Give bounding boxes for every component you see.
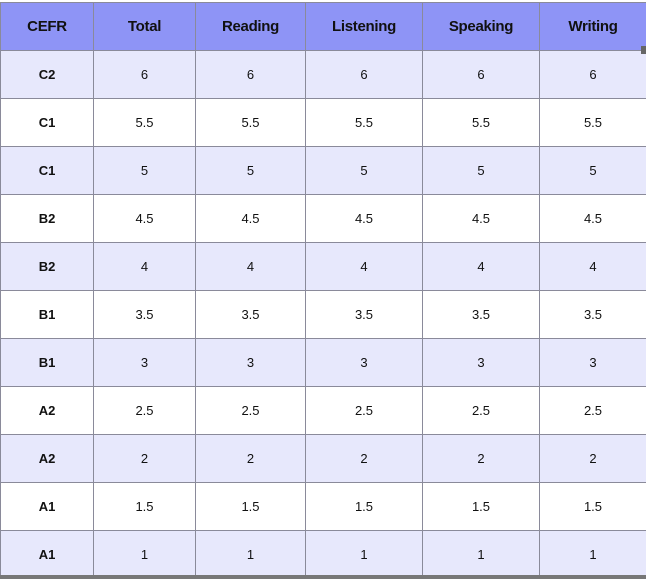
column-header-writing: Writing [539,2,646,51]
listening-score-cell: 3.5 [305,290,423,339]
cefr-level-cell: B2 [0,194,94,243]
listening-score-cell: 5.5 [305,98,423,147]
reading-score-cell: 5 [195,146,306,195]
reading-score-cell: 4 [195,242,306,291]
listening-score-cell: 1.5 [305,482,423,531]
table-row: A2 2.5 2.5 2.5 2.5 2.5 [0,386,646,435]
cefr-level-cell: A1 [0,482,94,531]
column-header-listening: Listening [305,2,423,51]
cefr-level-cell: B1 [0,290,94,339]
total-score-cell: 3 [93,338,196,387]
cefr-level-cell: C2 [0,50,94,99]
total-score-cell: 1 [93,530,196,579]
speaking-score-cell: 1.5 [422,482,540,531]
writing-score-cell: 5 [539,146,646,195]
total-score-cell: 5 [93,146,196,195]
table-row: A2 2 2 2 2 2 [0,434,646,483]
header-row: CEFR Total Reading Listening Speaking Writing [0,2,646,51]
listening-score-cell: 5 [305,146,423,195]
listening-score-cell: 4.5 [305,194,423,243]
speaking-score-cell: 1 [422,530,540,579]
writing-score-cell: 2 [539,434,646,483]
cefr-level-cell: A2 [0,434,94,483]
reading-score-cell: 3.5 [195,290,306,339]
writing-score-cell: 6 [539,50,646,99]
column-header-speaking: Speaking [422,2,540,51]
writing-score-cell: 4 [539,242,646,291]
speaking-score-cell: 3.5 [422,290,540,339]
reading-score-cell: 6 [195,50,306,99]
total-score-cell: 4.5 [93,194,196,243]
listening-score-cell: 3 [305,338,423,387]
table-row: A1 1.5 1.5 1.5 1.5 1.5 [0,482,646,531]
reading-score-cell: 3 [195,338,306,387]
writing-score-cell: 3.5 [539,290,646,339]
listening-score-cell: 1 [305,530,423,579]
writing-score-cell: 3 [539,338,646,387]
listening-score-cell: 2 [305,434,423,483]
table-row: B2 4 4 4 4 4 [0,242,646,291]
table-row: B2 4.5 4.5 4.5 4.5 4.5 [0,194,646,243]
column-header-reading: Reading [195,2,306,51]
speaking-score-cell: 4 [422,242,540,291]
writing-score-cell: 5.5 [539,98,646,147]
scrollbar-thumb[interactable] [641,46,646,54]
cefr-level-cell: A2 [0,386,94,435]
column-header-total: Total [93,2,196,51]
cefr-level-cell: B1 [0,338,94,387]
writing-score-cell: 4.5 [539,194,646,243]
speaking-score-cell: 3 [422,338,540,387]
reading-score-cell: 1 [195,530,306,579]
cefr-level-cell: B2 [0,242,94,291]
speaking-score-cell: 2 [422,434,540,483]
total-score-cell: 5.5 [93,98,196,147]
listening-score-cell: 2.5 [305,386,423,435]
speaking-score-cell: 6 [422,50,540,99]
reading-score-cell: 2.5 [195,386,306,435]
cefr-level-cell: A1 [0,530,94,579]
writing-score-cell: 1 [539,530,646,579]
table-row: A1 1 1 1 1 1 [0,530,646,579]
total-score-cell: 2 [93,434,196,483]
table-row: B1 3.5 3.5 3.5 3.5 3.5 [0,290,646,339]
reading-score-cell: 1.5 [195,482,306,531]
table-row: C1 5 5 5 5 5 [0,146,646,195]
speaking-score-cell: 5 [422,146,540,195]
reading-score-cell: 5.5 [195,98,306,147]
total-score-cell: 1.5 [93,482,196,531]
listening-score-cell: 4 [305,242,423,291]
horizontal-scrollbar[interactable] [0,575,646,579]
cefr-level-cell: C1 [0,146,94,195]
column-header-cefr: CEFR [0,2,94,51]
total-score-cell: 2.5 [93,386,196,435]
speaking-score-cell: 2.5 [422,386,540,435]
writing-score-cell: 1.5 [539,482,646,531]
table-row: C2 6 6 6 6 6 [0,50,646,99]
listening-score-cell: 6 [305,50,423,99]
total-score-cell: 6 [93,50,196,99]
speaking-score-cell: 5.5 [422,98,540,147]
speaking-score-cell: 4.5 [422,194,540,243]
table-row: C1 5.5 5.5 5.5 5.5 5.5 [0,98,646,147]
table-row: B1 3 3 3 3 3 [0,338,646,387]
cefr-level-cell: C1 [0,98,94,147]
total-score-cell: 3.5 [93,290,196,339]
writing-score-cell: 2.5 [539,386,646,435]
total-score-cell: 4 [93,242,196,291]
reading-score-cell: 4.5 [195,194,306,243]
reading-score-cell: 2 [195,434,306,483]
